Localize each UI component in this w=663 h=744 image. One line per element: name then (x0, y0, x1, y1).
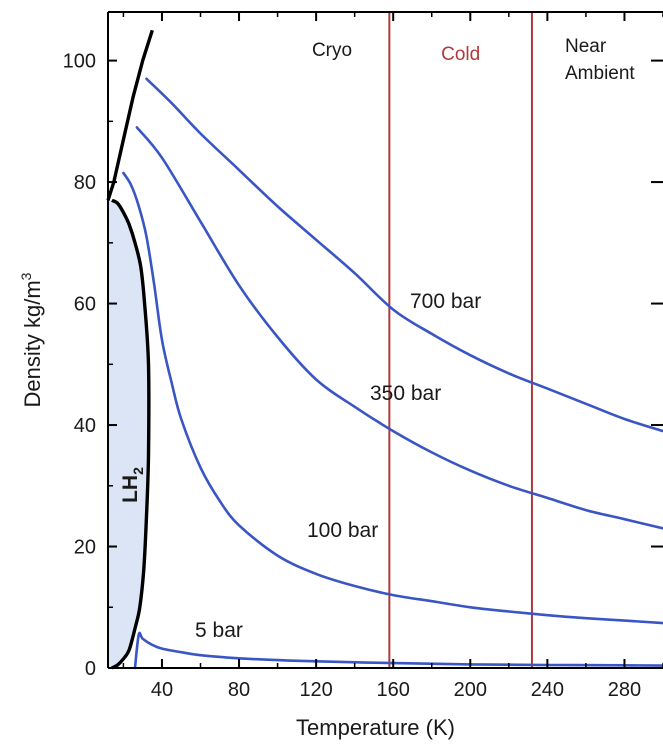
x-tick-label: 80 (228, 679, 250, 701)
series-layer (106, 29, 663, 670)
lh2-label: LH2 (119, 467, 146, 503)
y-axis-title: Density kg/m3 (18, 272, 45, 407)
saturation-curve (111, 198, 151, 670)
series-label-350-bar: 350 bar (370, 382, 441, 405)
melting-curve (106, 29, 154, 201)
series-label-100-bar: 100 bar (307, 519, 378, 542)
lh2-fill-region (108, 200, 149, 668)
label-layer: 40 80 120 160 200 240 280 0 20 40 60 80 100 Temperatu… (18, 36, 641, 740)
series-label-700-bar: 700 bar (410, 290, 481, 313)
region-label-cold: Cold (441, 44, 480, 65)
y-tick-label: 40 (74, 415, 96, 437)
temperature-region-layer (388, 11, 533, 669)
axis-layer (107, 11, 663, 669)
x-tick-label: 280 (608, 679, 641, 701)
y-tick-label: 100 (63, 51, 96, 73)
y-tick-label: 60 (74, 294, 96, 316)
x-axis-title: Temperature (K) (296, 715, 455, 740)
x-tick-label: 200 (454, 679, 487, 701)
series-line-100-bar (122, 171, 663, 625)
region-label-near-ambient: Near Ambient (565, 36, 635, 84)
series-line-5-bar (133, 631, 663, 670)
series-line-350-bar (135, 126, 663, 530)
region-box-cold (388, 11, 533, 669)
x-tick-label: 120 (299, 679, 332, 701)
x-tick-label: 40 (151, 679, 173, 701)
lh2-region-layer (108, 200, 149, 668)
x-tick-label: 160 (377, 679, 410, 701)
y-tick-label: 0 (85, 658, 96, 680)
region-label-cryo: Cryo (312, 40, 352, 61)
y-tick-label: 20 (74, 537, 96, 559)
x-tick-label: 240 (531, 679, 564, 701)
series-label-5-bar: 5 bar (195, 619, 243, 642)
series-line-700-bar (145, 77, 663, 433)
y-tick-label: 80 (74, 172, 96, 194)
